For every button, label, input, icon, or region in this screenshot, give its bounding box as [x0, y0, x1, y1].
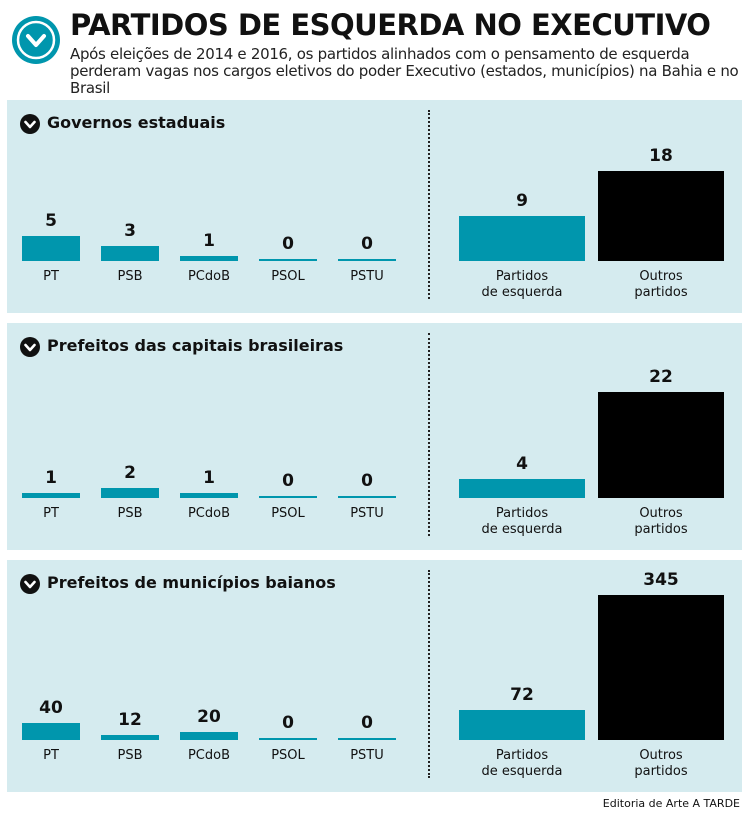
bar: [338, 496, 396, 498]
category-label: PSTU: [350, 269, 384, 284]
bar: [180, 493, 238, 498]
category-label: PSOL: [271, 748, 305, 763]
category-label: PSB: [117, 748, 143, 763]
bar: [180, 256, 238, 261]
value-label: 1: [203, 231, 215, 251]
value-label: 0: [361, 234, 373, 254]
divider: [428, 570, 430, 778]
value-label: 1: [45, 468, 57, 489]
category-label: PT: [43, 748, 59, 763]
bar: [259, 738, 317, 740]
source: Editoria de Arte A TARDE: [602, 797, 740, 810]
value-label: 2: [124, 463, 136, 484]
bar: [101, 246, 159, 261]
panel: Prefeitos das capitais brasileiras 1 PT 2 PS…: [7, 323, 742, 550]
bar: [259, 259, 317, 261]
bar: [338, 738, 396, 740]
value-label: 5: [45, 211, 57, 231]
bar: [22, 723, 80, 740]
value-label: 0: [282, 234, 294, 254]
bar: [598, 391, 724, 498]
panel-title: Governos estaduais: [47, 113, 226, 132]
bar: [338, 259, 396, 261]
panel-title: Prefeitos de municípios baianos: [47, 573, 336, 592]
value-label: 72: [510, 684, 534, 705]
bar: [459, 709, 585, 740]
category-label: PSOL: [271, 506, 305, 521]
category-label: PCdoB: [187, 269, 231, 284]
value-label: 0: [361, 471, 373, 491]
title: PARTIDOS DE ESQUERDA NO EXECUTIVO: [70, 8, 711, 42]
bar: [180, 731, 238, 740]
bar: [22, 493, 80, 498]
bar: [598, 171, 724, 261]
value-label: 3: [124, 221, 136, 241]
category-label: Partidos de esquerda: [481, 506, 563, 537]
value-label: 20: [197, 706, 221, 727]
divider: [428, 110, 430, 299]
bar: [259, 496, 317, 498]
category-label: PCdoB: [187, 506, 231, 521]
bar: [22, 236, 80, 261]
category-label: Outros partidos: [634, 748, 688, 779]
category-label: Outros partidos: [634, 269, 688, 300]
value-label: 0: [282, 713, 294, 733]
value-label: 1: [203, 468, 215, 489]
panel: Governos estaduais 5 PT 3 PSB 1 PCdoB 0 PSOL 0 PST…: [7, 100, 742, 313]
value-label: 12: [118, 709, 142, 730]
panel-icon: [20, 337, 40, 357]
bar: [101, 734, 159, 740]
value-label: 9: [516, 191, 528, 211]
bar: [598, 595, 724, 740]
category-label: PCdoB: [187, 748, 231, 763]
value-label: 0: [282, 471, 294, 491]
category-label: PSB: [117, 269, 143, 284]
header-icon: [12, 16, 60, 64]
category-label: PT: [43, 269, 59, 284]
category-label: PSTU: [350, 506, 384, 521]
value-label: 40: [39, 698, 63, 719]
category-label: PSB: [117, 506, 143, 521]
category-label: PSOL: [271, 269, 305, 284]
category-label: Partidos de esquerda: [481, 269, 563, 300]
subtitle: Após eleições de 2014 e 2016, os partido…: [70, 45, 739, 97]
value-label: 0: [361, 713, 373, 733]
value-label: 4: [516, 453, 528, 474]
bar: [459, 478, 585, 498]
divider: [428, 333, 430, 536]
category-label: Outros partidos: [634, 506, 688, 537]
bar: [101, 488, 159, 498]
panel-icon: [20, 574, 40, 594]
bar: [459, 216, 585, 261]
panel-icon: [20, 114, 40, 134]
category-label: PSTU: [350, 748, 384, 763]
panel-title: Prefeitos das capitais brasileiras: [47, 336, 344, 355]
category-label: PT: [43, 506, 59, 521]
value-label: 22: [649, 366, 673, 387]
value-label: 345: [643, 570, 679, 591]
panel: Prefeitos de municípios baianos 40 PT 12 PSB…: [7, 560, 742, 792]
category-label: Partidos de esquerda: [481, 748, 563, 779]
value-label: 18: [649, 146, 673, 166]
